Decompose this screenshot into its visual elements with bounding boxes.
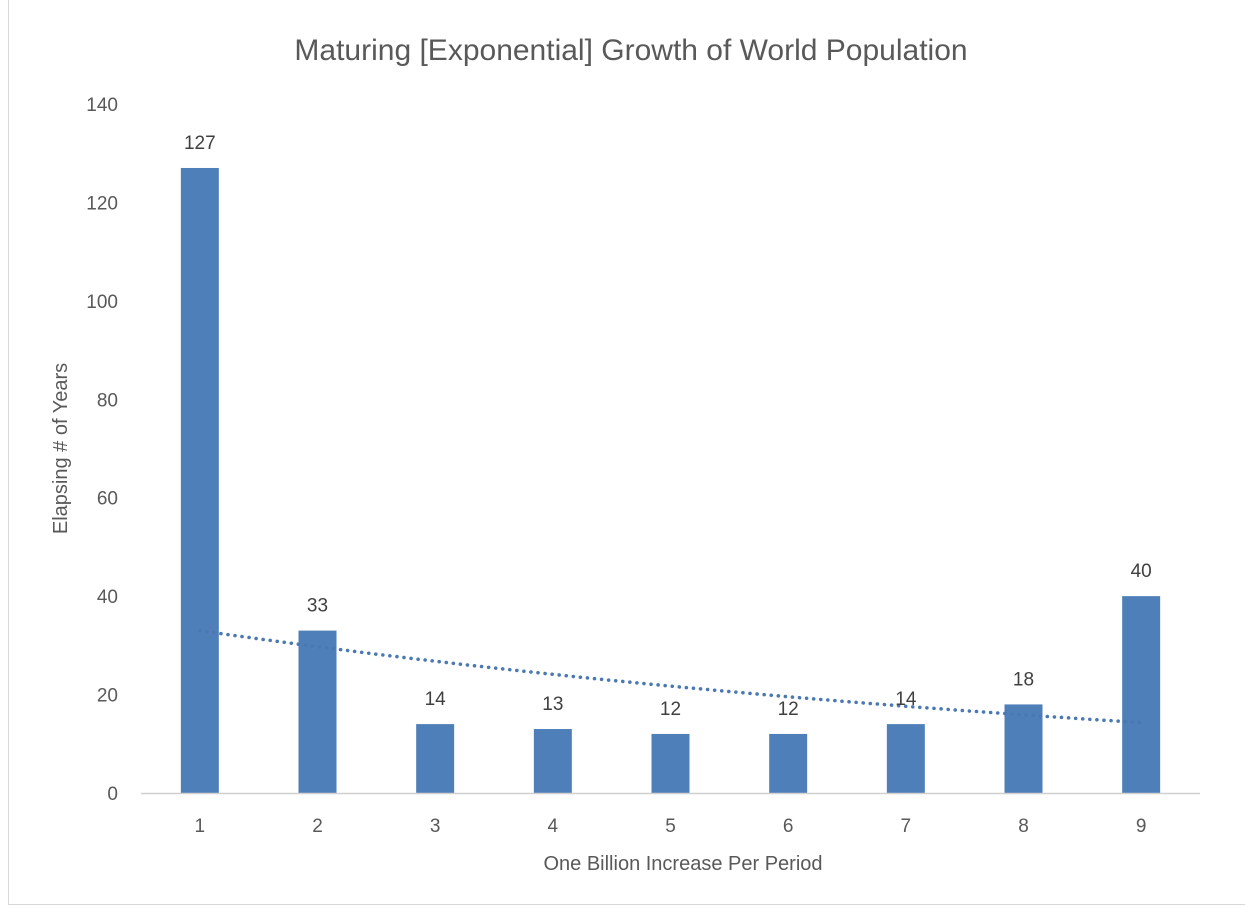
x-tick-label: 3 [430, 816, 441, 837]
y-tick-label: 100 [86, 292, 118, 313]
x-tick-label: 1 [195, 816, 206, 837]
chart-frame [8, 0, 1245, 905]
data-label: 13 [542, 694, 563, 715]
y-tick-label: 120 [86, 193, 118, 214]
data-label: 12 [778, 699, 799, 720]
x-tick-label: 2 [312, 816, 323, 837]
y-tick-label: 20 [97, 686, 118, 707]
bar [533, 729, 572, 793]
trendline-path [198, 628, 1143, 725]
bar [298, 630, 337, 793]
data-label: 12 [660, 699, 681, 720]
bars [180, 167, 1161, 793]
y-tick-label: 40 [97, 587, 118, 608]
x-tick-label: 4 [548, 816, 559, 837]
bar [416, 724, 455, 793]
data-label: 14 [425, 689, 447, 710]
x-tick-label: 9 [1136, 816, 1147, 837]
x-axis-title: One Billion Increase Per Period [543, 853, 822, 875]
x-tick-label: 6 [783, 816, 794, 837]
data-labels: 127 33 14 13 12 12 14 18 40 [184, 133, 1152, 720]
data-label: 14 [895, 689, 917, 710]
data-label: 18 [1013, 669, 1034, 690]
x-axis: 1 2 3 4 5 6 7 8 9 [195, 816, 1147, 837]
data-label: 127 [184, 133, 216, 154]
data-label: 33 [307, 596, 328, 617]
bar [1004, 704, 1043, 793]
bar [769, 733, 808, 793]
data-label: 40 [1131, 561, 1152, 582]
bar [1122, 596, 1161, 793]
y-axis: 0 20 40 60 80 100 120 140 [86, 95, 118, 805]
x-tick-label: 7 [901, 816, 912, 837]
y-tick-label: 0 [107, 784, 118, 805]
x-tick-label: 8 [1018, 816, 1029, 837]
y-tick-label: 140 [86, 95, 118, 116]
y-tick-label: 80 [97, 390, 118, 411]
chart-title: Maturing [Exponential] Growth of World P… [294, 34, 967, 67]
trendline [198, 628, 1143, 725]
y-tick-label: 60 [97, 489, 118, 510]
y-axis-title: Elapsing # of Years [50, 363, 72, 534]
bar [180, 167, 219, 793]
bar [651, 733, 690, 793]
bar [886, 724, 925, 793]
x-tick-label: 5 [665, 816, 676, 837]
